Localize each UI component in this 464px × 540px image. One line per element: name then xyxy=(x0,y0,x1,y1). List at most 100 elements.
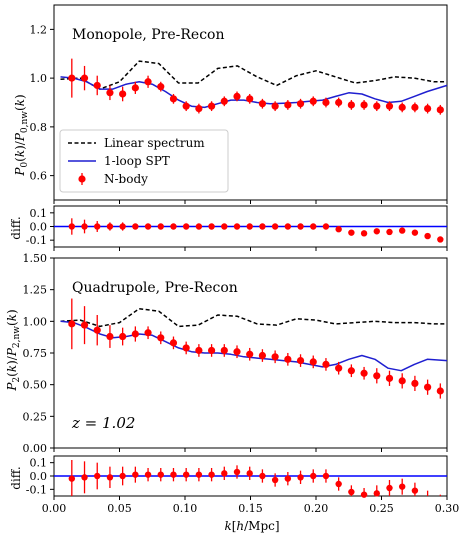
monopole-diff-point xyxy=(119,223,126,230)
monopole-diff-point xyxy=(221,223,228,230)
monopole-diff-point xyxy=(195,223,203,230)
quadrupole-diff-point xyxy=(335,480,342,488)
monopole-panel: Monopole, Pre-Recon P0(k)/P0,nw(k) Linea… xyxy=(13,4,448,204)
legend-nbody-marker xyxy=(78,175,86,183)
monopole-diff-point xyxy=(106,223,114,230)
monopole-y-tick-label: 1.2 xyxy=(30,23,48,36)
quadrupole-nbody-point xyxy=(373,372,381,380)
quadrupole-panel: Quadrupole, Pre-Recon P2(k)/P2,nw(k) z =… xyxy=(5,252,448,455)
monopole-nbody-point xyxy=(322,98,330,107)
quadrupole-nbody-point xyxy=(131,330,139,338)
monopole-diff-point xyxy=(348,229,355,236)
monopole-nbody-point xyxy=(68,74,76,82)
x-tick-label: 0.25 xyxy=(369,502,394,515)
monopole-nbody-point xyxy=(385,102,394,110)
monopole-nbody-point xyxy=(309,97,317,105)
monopole-diff-point xyxy=(398,227,406,234)
x-tick-label: 0.20 xyxy=(304,502,329,515)
quadrupole-y-tick-label: 0.75 xyxy=(23,347,48,360)
quadrupole-diff-point xyxy=(360,491,368,498)
quadrupole-diff-point xyxy=(144,471,152,478)
quadrupole-diff-point xyxy=(322,472,330,480)
x-tick-label: 0.10 xyxy=(173,502,198,515)
quadrupole-nbody-point xyxy=(385,374,394,382)
quadrupole-nbody-point xyxy=(220,346,228,355)
monopole-nbody-point xyxy=(157,83,165,91)
quadrupole-nbody-point xyxy=(398,377,406,385)
quadrupole-y-tick-label: 0.50 xyxy=(23,379,48,392)
monopole-diff-point xyxy=(335,226,342,233)
quadrupole-nbody-point xyxy=(296,357,305,365)
monopole-diff-y-tick-label: 0.1 xyxy=(30,207,48,220)
monopole-diff-point xyxy=(233,223,241,230)
quadrupole-nbody-point xyxy=(119,332,127,341)
monopole-nbody-point xyxy=(182,102,190,110)
quadrupole-diff-point xyxy=(233,468,241,476)
quadrupole-nbody-point xyxy=(144,329,152,337)
monopole-diff-point xyxy=(437,236,444,243)
monopole-diff-point xyxy=(271,223,279,230)
quadrupole-diff-point xyxy=(259,472,266,480)
legend-linear-label: Linear spectrum xyxy=(104,136,205,150)
monopole-nbody-point xyxy=(131,84,139,92)
monopole-nbody-point xyxy=(169,95,178,103)
quadrupole-nbody-point xyxy=(424,383,432,391)
monopole-diff-point xyxy=(297,223,304,230)
monopole-nbody-point xyxy=(220,97,228,105)
monopole-diff-point xyxy=(170,223,177,230)
quadrupole-nbody-point xyxy=(258,351,267,360)
monopole-diff-point xyxy=(68,223,76,230)
monopole-title: Monopole, Pre-Recon xyxy=(72,27,225,43)
x-tick-label: 0.30 xyxy=(435,502,460,515)
monopole-nbody-point xyxy=(93,81,101,90)
quadrupole-diff-point xyxy=(398,483,406,490)
quadrupole-diff-point xyxy=(157,471,164,478)
quadrupole-y-tick-label: 0.25 xyxy=(23,410,48,423)
monopole-diff-point xyxy=(310,223,317,230)
quadrupole-spt-line xyxy=(60,320,448,372)
monopole-diff-point xyxy=(259,223,266,230)
legend-spt-label: 1-loop SPT xyxy=(104,154,170,168)
quadrupole-diff-y-tick-label: 0.0 xyxy=(30,470,48,483)
monopole-diff-point xyxy=(246,223,253,230)
quadrupole-diff-y-tick-label: -0.1 xyxy=(26,483,47,496)
quadrupole-nbody-point xyxy=(322,360,330,368)
monopole-nbody-point xyxy=(106,89,114,97)
monopole-diff-y-label: diff. xyxy=(9,216,23,239)
monopole-diff-point xyxy=(373,228,380,235)
monopole-diff-panel: diff. -0.10.00.1 xyxy=(9,205,448,251)
legend-nbody-label: N-body xyxy=(104,172,148,186)
quadrupole-diff-point xyxy=(271,476,279,484)
quadrupole-nbody-point xyxy=(195,346,203,355)
monopole-y-tick-label: 0.8 xyxy=(30,121,48,134)
monopole-nbody-point xyxy=(424,104,432,113)
quadrupole-diff-y-tick-label: 0.1 xyxy=(30,457,48,470)
monopole-diff-point xyxy=(322,223,330,230)
monopole-nbody-point xyxy=(398,103,406,111)
x-tick-label: 0.05 xyxy=(107,502,132,515)
redshift-annotation: z = 1.02 xyxy=(71,414,135,432)
quadrupole-diff-point xyxy=(170,471,177,478)
legend: Linear spectrum 1-loop SPT N-body xyxy=(59,129,229,193)
monopole-nbody-point xyxy=(347,101,355,109)
legend-box xyxy=(59,129,229,193)
quadrupole-diff-point xyxy=(297,474,304,481)
monopole-nbody-point xyxy=(436,106,444,114)
quadrupole-nbody-point xyxy=(93,326,101,334)
monopole-diff-point xyxy=(81,223,88,230)
quadrupole-y-tick-label: 1.50 xyxy=(23,252,48,265)
quadrupole-diff-point xyxy=(132,471,139,478)
monopole-diff-point xyxy=(132,223,139,230)
monopole-diff-point xyxy=(284,223,292,230)
monopole-nbody-point xyxy=(233,92,241,101)
quadrupole-linear-line xyxy=(60,307,447,328)
quadrupole-diff-y-label: diff. xyxy=(9,466,23,489)
monopole-y-tick-label: 0.6 xyxy=(30,170,48,183)
monopole-y-label: P0(k)/P0,nw(k) xyxy=(13,94,30,176)
quadrupole-nbody-point xyxy=(106,332,114,341)
quadrupole-diff-point xyxy=(373,490,380,497)
quadrupole-diff-point xyxy=(68,475,76,482)
monopole-nbody-point xyxy=(80,74,89,82)
quadrupole-nbody-point xyxy=(271,353,279,361)
monopole-nbody-point xyxy=(296,100,305,108)
